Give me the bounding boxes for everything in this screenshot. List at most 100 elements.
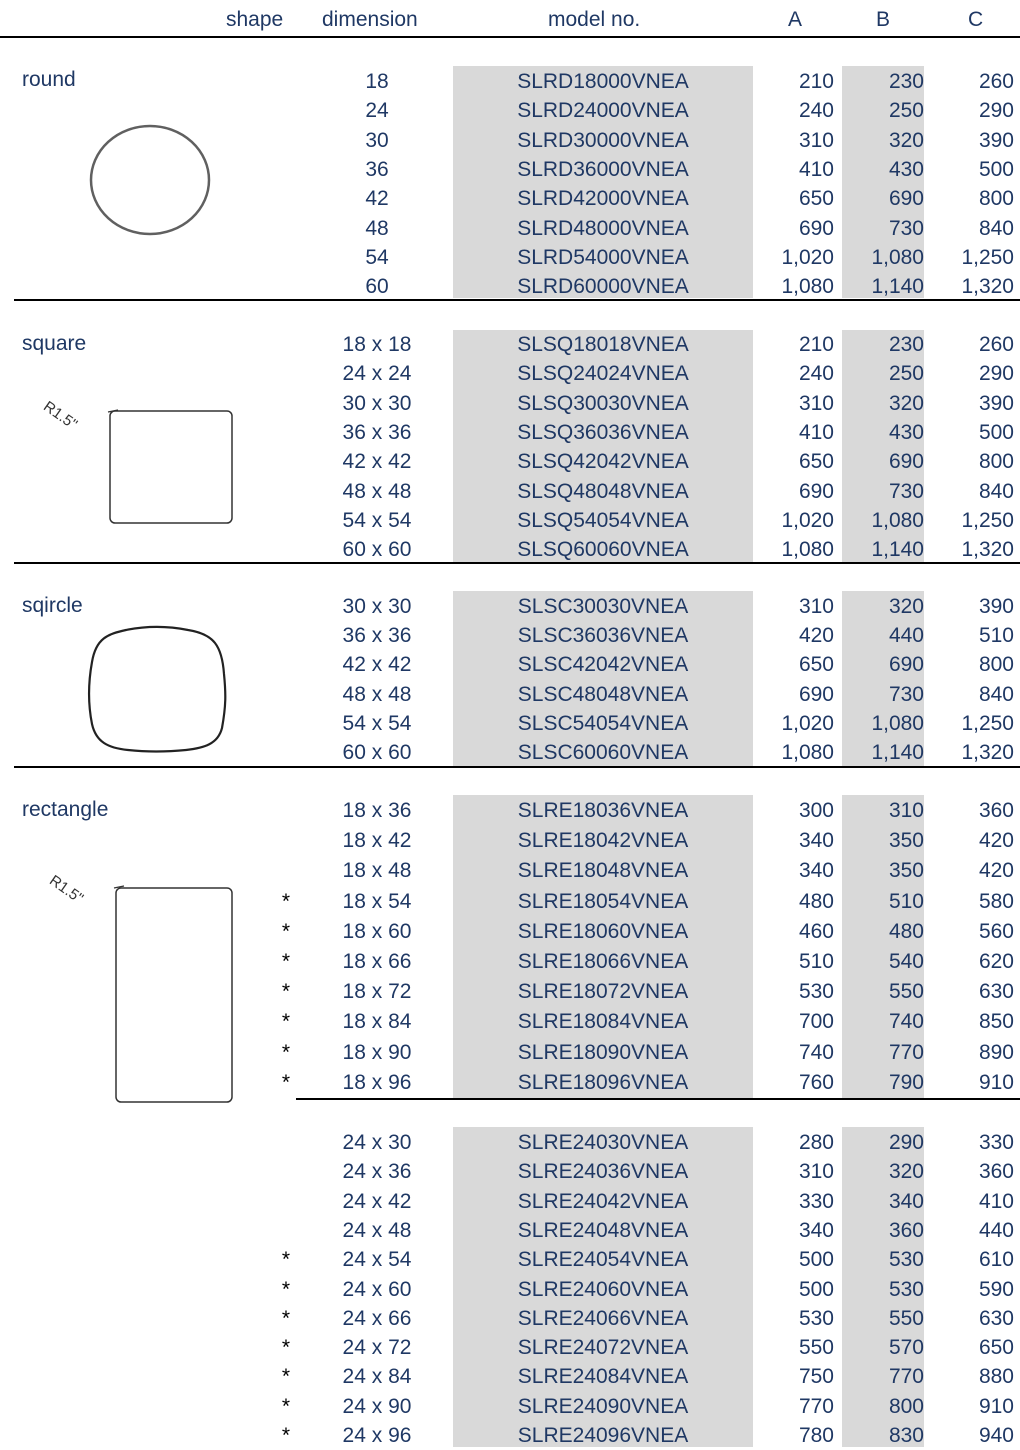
row-value-b: 790 xyxy=(888,1071,924,1094)
shade-model-square xyxy=(453,330,753,562)
row-value-c: 620 xyxy=(978,950,1014,973)
row-model-number: SLRE24066VNEA xyxy=(517,1307,689,1330)
shade-b-round xyxy=(842,66,924,298)
row-star-marker: * xyxy=(281,980,291,1003)
row-dimension: 18 x 72 xyxy=(342,980,412,1003)
row-value-c: 1,320 xyxy=(961,538,1014,561)
row-dimension: 18 x 48 xyxy=(342,859,412,882)
row-star-marker xyxy=(278,827,294,855)
row-value-b: 320 xyxy=(888,392,924,415)
row-value-b: 730 xyxy=(888,480,924,503)
row-value-b: 250 xyxy=(888,99,924,122)
row-star-marker: * xyxy=(281,1041,291,1064)
row-value-c: 850 xyxy=(978,1010,1014,1033)
row-value-b: 800 xyxy=(888,1395,924,1418)
row-dimension: 30 xyxy=(365,129,389,152)
row-model-number: SLSQ36036VNEA xyxy=(517,421,689,444)
row-value-c: 910 xyxy=(978,1395,1014,1418)
row-value-c: 630 xyxy=(978,980,1014,1003)
row-model-number: SLRD60000VNEA xyxy=(517,275,689,298)
row-value-b: 350 xyxy=(888,859,924,882)
row-dimension: 24 x 30 xyxy=(342,1131,412,1154)
row-model-number: SLRD36000VNEA xyxy=(517,158,689,181)
row-dimension: 36 xyxy=(365,158,389,181)
row-value-a: 460 xyxy=(798,920,834,943)
row-value-b: 320 xyxy=(888,129,924,152)
row-star-marker xyxy=(278,797,294,825)
row-star-marker xyxy=(278,478,294,506)
row-model-number: SLRE18096VNEA xyxy=(517,1071,689,1094)
row-value-b: 690 xyxy=(888,187,924,210)
row-value-a: 340 xyxy=(798,829,834,852)
row-value-c: 1,250 xyxy=(961,712,1014,735)
row-value-b: 510 xyxy=(888,890,924,913)
row-value-a: 690 xyxy=(798,217,834,240)
row-dimension: 60 x 60 xyxy=(342,538,412,561)
row-value-b: 440 xyxy=(888,624,924,647)
row-value-a: 530 xyxy=(798,980,834,1003)
row-dimension: 36 x 36 xyxy=(342,421,412,444)
row-value-a: 530 xyxy=(798,1307,834,1330)
row-model-number: SLRE24036VNEA xyxy=(517,1160,689,1183)
row-model-number: SLSQ24024VNEA xyxy=(517,362,689,385)
row-star-marker xyxy=(278,507,294,535)
header-a: A xyxy=(788,8,803,31)
row-model-number: SLSC42042VNEA xyxy=(517,653,689,676)
row-dimension: 18 x 60 xyxy=(342,920,412,943)
rectangle-shape-drawing xyxy=(113,885,233,1103)
row-star-marker: * xyxy=(281,1071,291,1094)
round-shape-drawing xyxy=(89,124,211,236)
row-dimension: 60 x 60 xyxy=(342,741,412,764)
row-value-a: 240 xyxy=(798,362,834,385)
row-value-b: 540 xyxy=(888,950,924,973)
section-rule xyxy=(296,1098,1020,1100)
row-star-marker xyxy=(278,68,294,96)
row-value-b: 1,140 xyxy=(871,741,924,764)
row-star-marker xyxy=(278,97,294,125)
shade-b-sqircle xyxy=(842,591,924,766)
row-star-marker xyxy=(278,273,294,301)
row-star-marker: * xyxy=(281,1278,291,1301)
row-model-number: SLSC48048VNEA xyxy=(517,683,689,706)
row-value-b: 740 xyxy=(888,1010,924,1033)
row-value-a: 310 xyxy=(798,392,834,415)
row-value-c: 500 xyxy=(978,421,1014,444)
row-star-marker xyxy=(278,390,294,418)
row-star-marker xyxy=(278,651,294,679)
row-value-c: 260 xyxy=(978,333,1014,356)
row-dimension: 24 x 36 xyxy=(342,1160,412,1183)
row-model-number: SLRE24072VNEA xyxy=(517,1336,689,1359)
row-value-c: 510 xyxy=(978,624,1014,647)
row-dimension: 60 xyxy=(365,275,389,298)
row-value-a: 340 xyxy=(798,1219,834,1242)
row-value-a: 740 xyxy=(798,1041,834,1064)
row-value-c: 390 xyxy=(978,392,1014,415)
row-value-c: 1,250 xyxy=(961,509,1014,532)
row-value-c: 630 xyxy=(978,1307,1014,1330)
row-star-marker xyxy=(278,185,294,213)
row-value-b: 550 xyxy=(888,980,924,1003)
row-value-b: 430 xyxy=(888,158,924,181)
row-value-b: 730 xyxy=(888,683,924,706)
row-star-marker: * xyxy=(281,890,291,913)
row-model-number: SLRE24042VNEA xyxy=(517,1190,689,1213)
row-star-marker xyxy=(278,127,294,155)
row-value-b: 230 xyxy=(888,70,924,93)
row-value-b: 690 xyxy=(888,653,924,676)
row-dimension: 42 x 42 xyxy=(342,450,412,473)
row-value-c: 840 xyxy=(978,683,1014,706)
row-star-marker xyxy=(278,739,294,767)
row-value-a: 510 xyxy=(798,950,834,973)
row-dimension: 24 x 72 xyxy=(342,1336,412,1359)
row-dimension: 24 x 66 xyxy=(342,1307,412,1330)
row-model-number: SLRE24048VNEA xyxy=(517,1219,689,1242)
row-value-a: 310 xyxy=(798,595,834,618)
row-star-marker xyxy=(278,331,294,359)
row-model-number: SLSQ18018VNEA xyxy=(517,333,689,356)
rectangle-radius-label: R1.5" xyxy=(46,872,87,908)
row-dimension: 48 xyxy=(365,217,389,240)
row-value-c: 840 xyxy=(978,217,1014,240)
row-model-number: SLRE24084VNEA xyxy=(517,1365,689,1388)
row-value-c: 1,320 xyxy=(961,741,1014,764)
row-value-a: 210 xyxy=(798,70,834,93)
